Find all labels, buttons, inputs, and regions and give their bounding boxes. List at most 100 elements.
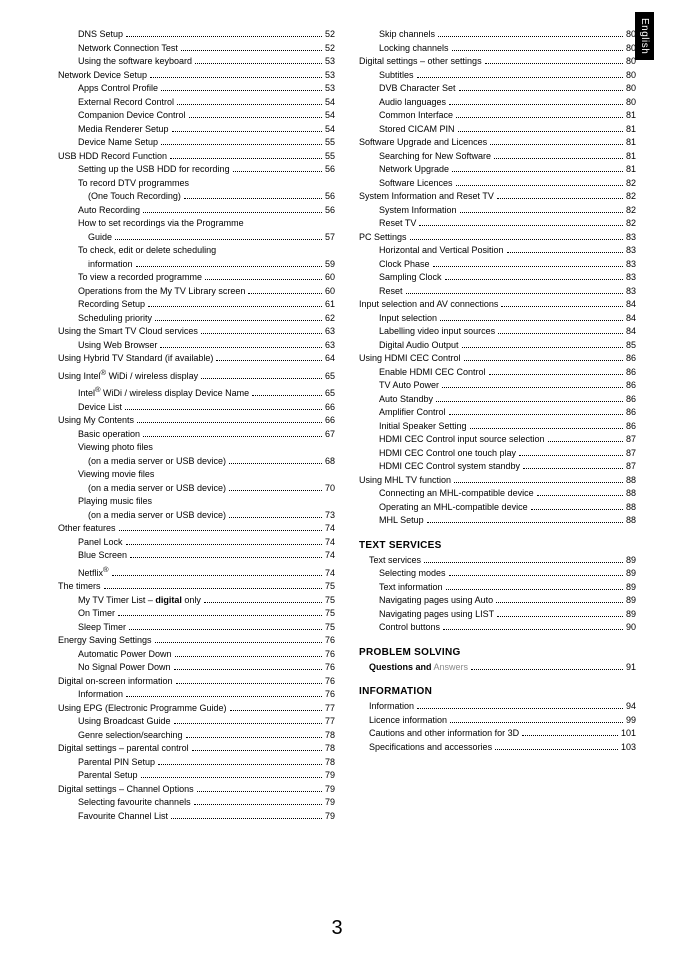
toc-entry: Playing music files	[58, 495, 335, 509]
toc-page: 76	[325, 688, 335, 702]
toc-label: Digital settings – parental control	[58, 742, 189, 756]
toc-entry: Audio languages80	[359, 96, 636, 110]
toc-page: 64	[325, 352, 335, 366]
toc-leader	[192, 750, 322, 751]
toc-page: 84	[626, 298, 636, 312]
toc-page: 77	[325, 702, 335, 716]
toc-leader	[126, 544, 322, 545]
toc-label: Using the software keyboard	[78, 55, 192, 69]
toc-entry: (One Touch Recording)56	[58, 190, 335, 204]
toc-label: Automatic Power Down	[78, 648, 172, 662]
toc-entry: Parental PIN Setup78	[58, 756, 335, 770]
toc-label: Scheduling priority	[78, 312, 152, 326]
toc-page: 94	[626, 700, 636, 714]
toc-page: 86	[626, 406, 636, 420]
page: English DNS Setup52Network Connection Te…	[0, 0, 674, 954]
toc-page: 89	[626, 594, 636, 608]
toc-entry: System Information82	[359, 204, 636, 218]
toc-entry: To view a recorded programme60	[58, 271, 335, 285]
toc-leader	[143, 212, 322, 213]
toc-page: 79	[325, 783, 335, 797]
toc-leader	[462, 347, 623, 348]
toc-columns: DNS Setup52Network Connection Test52Usin…	[58, 28, 636, 823]
toc-page: 87	[626, 460, 636, 474]
toc-label: Specifications and accessories	[369, 741, 492, 755]
toc-leader	[175, 656, 322, 657]
toc-entry: Panel Lock74	[58, 536, 335, 550]
toc-page: 74	[325, 536, 335, 550]
toc-entry: Viewing photo files	[58, 441, 335, 455]
toc-entry: DVB Character Set80	[359, 82, 636, 96]
toc-entry: Intel® WiDi / wireless display Device Na…	[58, 383, 335, 401]
toc-page: 63	[325, 339, 335, 353]
toc-entry: Software Upgrade and Licences81	[359, 136, 636, 150]
toc-label: Sleep Timer	[78, 621, 126, 635]
toc-leader	[126, 36, 322, 37]
toc-right-column: Skip channels80Locking channels80Digital…	[359, 28, 636, 823]
toc-entry: Input selection 84	[359, 312, 636, 326]
toc-entry: Genre selection/searching78	[58, 729, 335, 743]
toc-page: 79	[325, 810, 335, 824]
toc-entry: Cautions and other information for 3D101	[359, 727, 636, 741]
toc-entry: To record DTV programmes	[58, 177, 335, 191]
toc-leader	[523, 468, 623, 469]
toc-leader	[177, 104, 322, 105]
toc-page: 88	[626, 474, 636, 488]
toc-label: Genre selection/searching	[78, 729, 183, 743]
toc-entry: Connecting an MHL-compatible device88	[359, 487, 636, 501]
toc-label: Information	[78, 688, 123, 702]
toc-entry: Network Upgrade81	[359, 163, 636, 177]
toc-entry: Information94	[359, 700, 636, 714]
toc-label: Using Web Browser	[78, 339, 157, 353]
toc-page: 61	[325, 298, 335, 312]
toc-label: My TV Timer List – digital only	[78, 594, 201, 608]
toc-entry: Labelling video input sources84	[359, 325, 636, 339]
toc-label: Digital on-screen information	[58, 675, 173, 689]
toc-leader	[194, 804, 322, 805]
toc-entry: Automatic Power Down76	[58, 648, 335, 662]
toc-entry: Operating an MHL-compatible device88	[359, 501, 636, 515]
toc-entry: Network Device Setup53	[58, 69, 335, 83]
toc-label: Initial Speaker Setting	[379, 420, 467, 434]
toc-leader	[496, 602, 623, 603]
toc-page: 80	[626, 96, 636, 110]
toc-label: Reset TV	[379, 217, 416, 231]
toc-page: 84	[626, 325, 636, 339]
toc-leader	[174, 669, 322, 670]
toc-leader	[201, 333, 322, 334]
toc-page: 53	[325, 82, 335, 96]
toc-leader	[456, 185, 623, 186]
toc-leader	[184, 198, 322, 199]
toc-leader	[181, 50, 322, 51]
toc-entry: Subtitles80	[359, 69, 636, 83]
toc-page: 85	[626, 339, 636, 353]
toc-label: No Signal Power Down	[78, 661, 171, 675]
toc-label: (One Touch Recording)	[88, 190, 181, 204]
toc-page: 74	[325, 522, 335, 536]
toc-label: Intel® WiDi / wireless display Device Na…	[78, 383, 249, 401]
toc-label: Amplifier Control	[379, 406, 446, 420]
toc-label: Input selection and AV connections	[359, 298, 498, 312]
toc-leader	[129, 629, 322, 630]
toc-entry: HDMI CEC Control system standby87	[359, 460, 636, 474]
toc-label: Device Name Setup	[78, 136, 158, 150]
toc-leader	[201, 378, 322, 379]
toc-entry: Guide57	[58, 231, 335, 245]
toc-page: 54	[325, 123, 335, 137]
toc-page: 52	[325, 28, 335, 42]
toc-page: 84	[626, 312, 636, 326]
toc-leader	[436, 401, 623, 402]
toc-label: Input selection	[379, 312, 437, 326]
toc-entry: HDMI CEC Control one touch play87	[359, 447, 636, 461]
toc-entry: Information 76	[58, 688, 335, 702]
toc-leader	[470, 428, 623, 429]
toc-leader	[229, 490, 322, 491]
toc-leader	[130, 557, 322, 558]
toc-entry: Digital Audio Output85	[359, 339, 636, 353]
toc-leader	[440, 320, 623, 321]
toc-page: 56	[325, 204, 335, 218]
toc-entry: Searching for New Software81	[359, 150, 636, 164]
toc-page: 76	[325, 634, 335, 648]
toc-leader	[252, 395, 322, 396]
toc-label: (on a media server or USB device)	[88, 482, 226, 496]
